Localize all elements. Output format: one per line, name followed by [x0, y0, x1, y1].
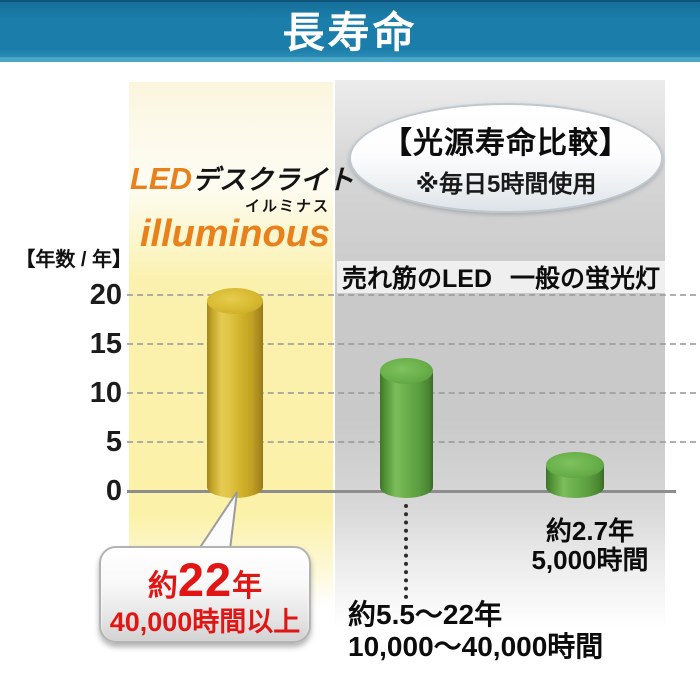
page-title: 長寿命	[282, 9, 418, 56]
bar-illuminous-led	[207, 288, 263, 498]
product-name-en: illuminous	[140, 213, 330, 255]
bar-illuminous-body	[207, 301, 263, 498]
bar-illuminous-top	[207, 288, 263, 314]
comparison-badge: 【光源寿命比較】 ※毎日5時間使用	[349, 103, 663, 213]
callout-years-unit: 年	[232, 569, 263, 603]
gridline-20	[127, 294, 696, 296]
bar-fluorescent-top	[546, 452, 604, 478]
popular-led-years: 約5.5〜22年	[348, 599, 503, 630]
bar-popular-led-top	[380, 358, 433, 384]
product-brand: LED	[130, 161, 192, 196]
y-tick-10: 10	[89, 377, 122, 409]
callout-years-line: 約22年	[148, 556, 262, 603]
callout-hours: 40,000時間以上	[109, 606, 301, 637]
bar-popular-led-body	[380, 371, 433, 498]
title-banner: 長寿命	[0, 0, 700, 62]
fluorescent-hours: 5,000時間	[531, 545, 649, 575]
category-fluorescent: 一般の蛍光灯	[509, 265, 660, 293]
y-tick-0: 0	[105, 475, 122, 507]
product-ruby: イルミナス	[244, 198, 330, 215]
badge-title: 【光源寿命比較】	[382, 126, 630, 160]
fluorescent-years: 約2.7年	[545, 516, 635, 546]
callout-bubble: 約22年 40,000時間以上	[99, 546, 311, 643]
category-strip: 売れ筋のLED 一般の蛍光灯	[337, 261, 665, 293]
popular-led-hours: 10,000〜40,000時間	[348, 631, 604, 662]
badge-subtitle: ※毎日5時間使用	[415, 170, 597, 198]
fluorescent-annotation: 約2.7年 5,000時間	[495, 517, 685, 575]
callout-years-value: 22	[177, 552, 233, 606]
callout-about: 約	[147, 569, 178, 603]
y-tick-5: 5	[105, 426, 122, 458]
category-popular-led: 売れ筋のLED	[342, 265, 493, 293]
product-label: LEDデスクライト イルミナス illuminous	[130, 161, 354, 255]
bar-popular-led	[380, 358, 433, 498]
dotted-leader-line	[404, 504, 408, 599]
y-tick-15: 15	[89, 328, 122, 360]
product-name-jp-line: LEDデスクライト	[130, 161, 354, 196]
product-name-jp: デスクライト	[192, 165, 354, 195]
bar-fluorescent	[546, 452, 604, 498]
gridline-15	[127, 343, 696, 345]
y-axis-unit-label: 【年数 / 年】	[15, 249, 132, 271]
y-tick-20: 20	[89, 279, 122, 311]
popular-led-annotation: 約5.5〜22年 10,000〜40,000時間	[348, 599, 688, 663]
